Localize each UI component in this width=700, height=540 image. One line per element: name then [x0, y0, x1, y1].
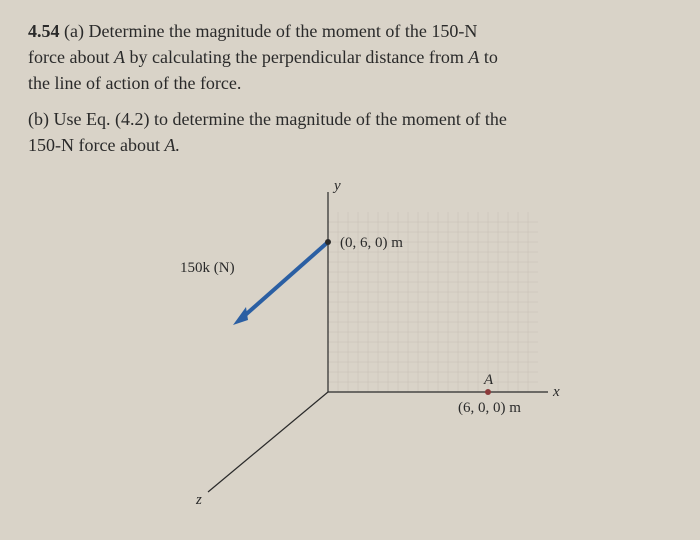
part-b-line2: 150-N force about	[28, 135, 160, 155]
part-b-italic: A.	[164, 135, 180, 155]
part-a-prefix: (a)	[64, 21, 84, 41]
problem-part-a: 4.54 (a) Determine the magnitude of the …	[28, 18, 672, 96]
z-axis-label: z	[195, 492, 202, 508]
part-a-line3: the line of action of the force.	[28, 73, 241, 93]
point-a-dot	[485, 389, 491, 395]
part-b-prefix: (b)	[28, 109, 49, 129]
force-vector	[243, 242, 328, 317]
part-a-italic2: A	[468, 47, 479, 67]
part-a-italic1: A	[114, 47, 125, 67]
part-a-line2c: to	[484, 47, 498, 67]
part-a-line2b: by calculating the perpendicular distanc…	[129, 47, 463, 67]
z-axis	[208, 392, 328, 492]
x-axis-label: x	[552, 384, 560, 400]
problem-part-b: (b) Use Eq. (4.2) to determine the magni…	[28, 106, 672, 158]
problem-number: 4.54	[28, 21, 60, 41]
part-a-line2a: force about	[28, 47, 109, 67]
part-a-line1: Determine the magnitude of the moment of…	[88, 21, 477, 41]
diagram-svg: y x z (0, 6, 0) m 150k (N) A (6, 0, 0) m	[148, 172, 608, 512]
diagram: y x z (0, 6, 0) m 150k (N) A (6, 0, 0) m	[28, 172, 672, 512]
force-origin-label: (0, 6, 0) m	[340, 235, 403, 251]
force-arrowhead	[233, 307, 248, 325]
part-b-line1: Use Eq. (4.2) to determine the magnitude…	[54, 109, 507, 129]
y-axis-label: y	[332, 178, 341, 194]
point-a-label: A	[483, 372, 494, 388]
point-a-coord: (6, 0, 0) m	[458, 400, 521, 416]
force-label: 150k (N)	[180, 260, 235, 276]
force-origin-point	[325, 239, 331, 245]
